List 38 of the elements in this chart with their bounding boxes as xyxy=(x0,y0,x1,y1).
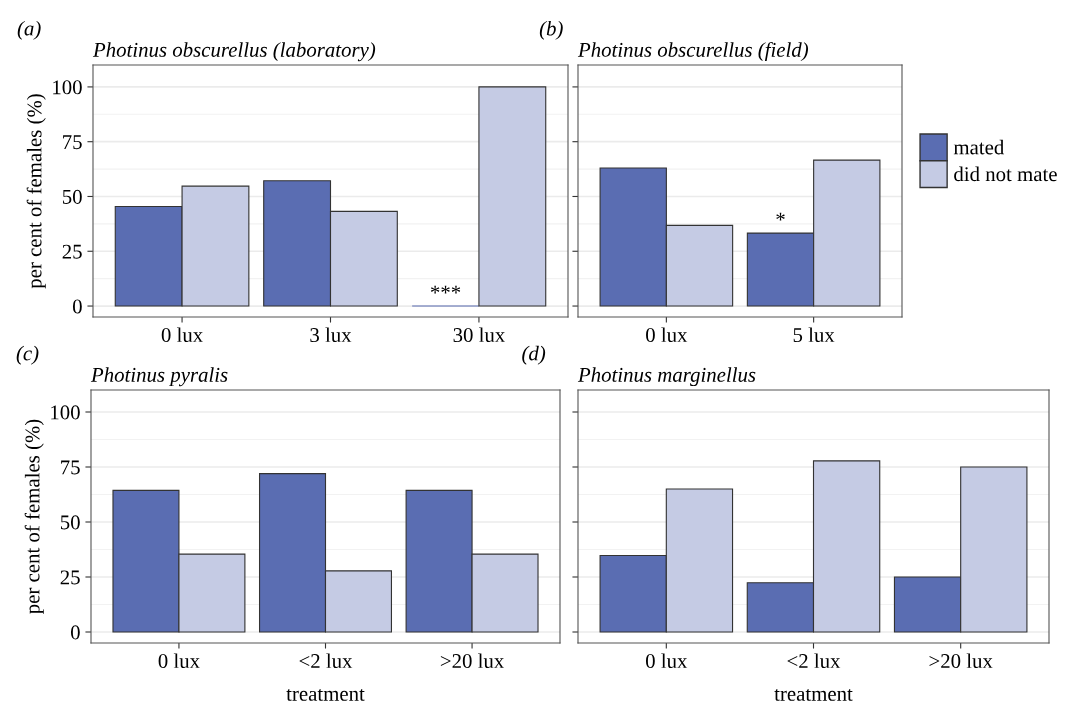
chart-title: Photinus obscurellus (field) xyxy=(577,42,809,62)
x-tick-label: 5 lux xyxy=(793,327,835,343)
x-tick-label: <2 lux xyxy=(299,653,353,669)
text: (a) xyxy=(17,20,41,40)
x-tick-label: 3 lux xyxy=(310,327,352,343)
y-tick-label: 25 xyxy=(62,244,82,259)
text: (c) xyxy=(16,345,39,365)
x-tick-label: >20 lux xyxy=(440,653,505,669)
y-tick-label: 50 xyxy=(62,189,82,204)
legend-label: mated xyxy=(953,139,1005,155)
annotation: *** xyxy=(430,285,461,294)
y-tick-label: 25 xyxy=(60,570,80,585)
x-axis-title: treatment xyxy=(774,688,853,701)
x-tick-label: >20 lux xyxy=(929,653,993,669)
y-tick-label: 0 xyxy=(70,625,80,640)
chart-title: Photinus marginellus xyxy=(577,367,756,387)
y-tick-label: 75 xyxy=(63,135,82,150)
y-tick-label: 100 xyxy=(53,80,82,95)
x-axis-title: treatment xyxy=(286,688,365,701)
x-tick-label: 0 lux xyxy=(158,653,200,669)
chart-title: Photinus pyralis xyxy=(90,367,228,387)
x-tick-label: <2 lux xyxy=(787,653,841,669)
y-axis-title: per cent of females (%) xyxy=(24,419,44,614)
x-tick-label: 0 lux xyxy=(645,653,688,669)
x-tick-label: 0 lux xyxy=(646,327,688,343)
y-tick-label: 0 xyxy=(72,299,82,314)
legend-label: did not mate xyxy=(954,166,1057,182)
annotation: * xyxy=(776,212,785,221)
y-tick-label: 50 xyxy=(60,515,80,530)
bar xyxy=(478,86,547,307)
y-axis-title: per cent of females (%) xyxy=(26,94,46,289)
text: (d) xyxy=(522,345,546,365)
text: (b) xyxy=(539,20,563,40)
chart-title: Photinus obscurellus (laboratory) xyxy=(92,42,376,62)
x-tick-label: 30 lux xyxy=(453,327,506,343)
y-tick-label: 100 xyxy=(51,405,80,420)
y-tick-label: 75 xyxy=(61,460,80,475)
x-tick-label: 0 lux xyxy=(161,327,203,343)
